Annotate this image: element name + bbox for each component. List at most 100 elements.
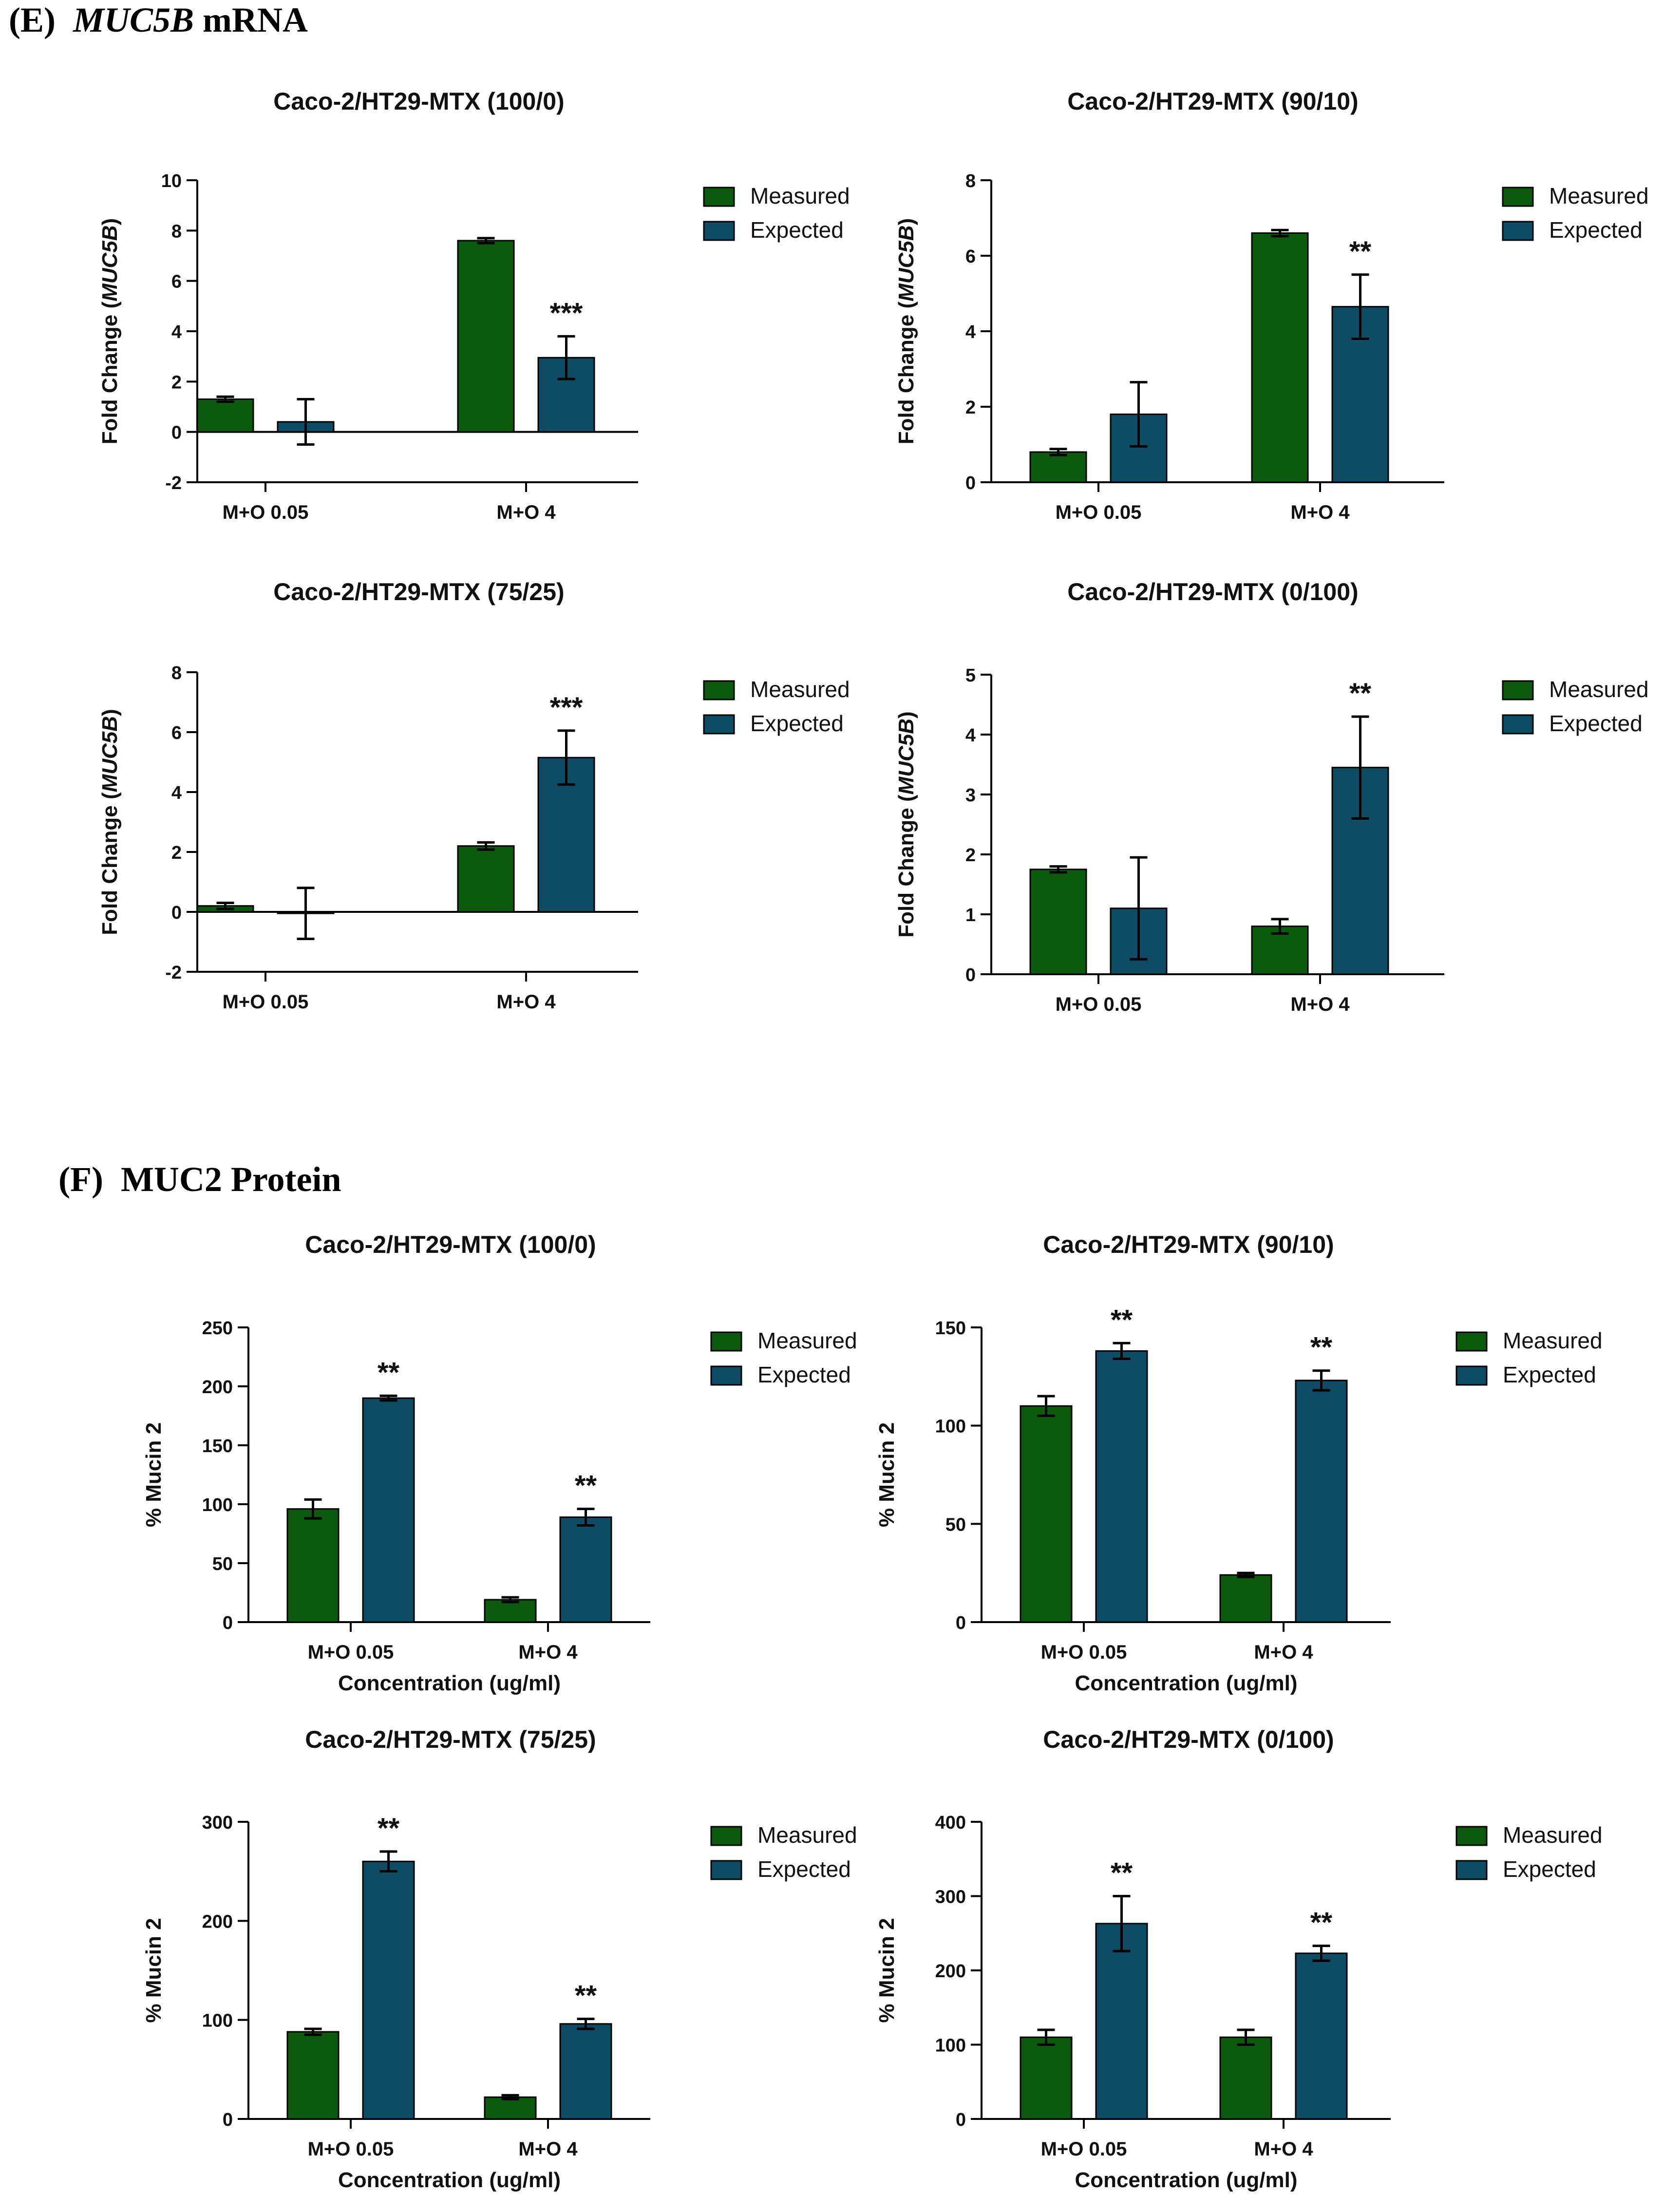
chart-title: Caco-2/HT29-MTX (0/100) bbox=[1043, 1726, 1334, 1753]
x-tick-label: M+O 4 bbox=[1290, 994, 1350, 1015]
section-e-heading: (E) MUC5B mRNA bbox=[9, 0, 308, 40]
y-axis-label: % Mucin 2 bbox=[142, 1918, 166, 2023]
x-tick-label: M+O 4 bbox=[1290, 502, 1350, 523]
y-tick-label: 4 bbox=[171, 783, 182, 803]
bar-expected-2 bbox=[559, 1516, 612, 1623]
significance-marker: ** bbox=[1349, 678, 1372, 709]
legend-swatch-expected bbox=[1455, 1860, 1488, 1880]
bar-expected-2 bbox=[1295, 1380, 1348, 1623]
y-tick-label: 100 bbox=[935, 1417, 966, 1437]
chart-panel-6: Caco-2/HT29-MTX (90/10) 0 50 100 150 M+O 0.05… bbox=[875, 1231, 1603, 1695]
bar-measured-2 bbox=[457, 240, 515, 433]
y-axis-label-prefix: % Mucin 2 bbox=[875, 1918, 899, 2023]
y-tick-label: 50 bbox=[945, 1514, 966, 1535]
significance-marker: ** bbox=[1111, 1857, 1133, 1889]
y-tick-label: 300 bbox=[202, 1813, 233, 1833]
y-tick-label: 2 bbox=[965, 397, 976, 418]
y-tick-label: 300 bbox=[935, 1887, 966, 1908]
y-tick-label: 6 bbox=[965, 246, 976, 267]
y-tick-label: 8 bbox=[171, 663, 182, 683]
bar-expected-2 bbox=[1295, 1952, 1348, 2120]
y-tick-label: 4 bbox=[965, 322, 976, 342]
x-tick-label: M+O 0.05 bbox=[1056, 502, 1142, 523]
legend-swatch-expected bbox=[1502, 221, 1534, 241]
chart-panel-2: Caco-2/HT29-MTX (90/10) 0 2 4 6 8 M+O 0.05 M+O … bbox=[894, 88, 1649, 523]
y-tick-label: 100 bbox=[935, 2036, 966, 2056]
x-tick-label: M+O 0.05 bbox=[1041, 2138, 1127, 2160]
bar-measured-1 bbox=[196, 398, 254, 433]
x-tick-label: M+O 0.05 bbox=[1041, 1642, 1127, 1663]
x-axis-label: Concentration (ug/ml) bbox=[338, 1671, 561, 1695]
y-tick-label: 1 bbox=[965, 905, 976, 926]
x-tick-label: M+O 4 bbox=[496, 991, 556, 1013]
y-tick-label: 200 bbox=[202, 1911, 233, 1932]
legend-label-expected: Expected bbox=[757, 1362, 851, 1387]
significance-marker: ** bbox=[1310, 1332, 1333, 1363]
x-axis-label: Concentration (ug/ml) bbox=[1075, 1671, 1297, 1695]
chart-panel-8: Caco-2/HT29-MTX (0/100) 0 100 200 300 400 M+O … bbox=[875, 1726, 1603, 2192]
x-tick-label: M+O 4 bbox=[1254, 1642, 1313, 1663]
chart-panel-7: Caco-2/HT29-MTX (75/25) 0 100 200 300 M+O 0.0… bbox=[142, 1726, 857, 2192]
legend-label-measured: Measured bbox=[1503, 1328, 1603, 1353]
y-tick-label: 6 bbox=[171, 272, 182, 292]
y-tick-label: 200 bbox=[935, 1961, 966, 1982]
y-axis-label: % Mucin 2 bbox=[875, 1918, 899, 2023]
legend-swatch-measured bbox=[710, 1331, 742, 1352]
y-axis-label-prefix: Fold Change ( bbox=[98, 302, 122, 445]
chart-panel-1: Caco-2/HT29-MTX (100/0) -2 0 2 4 6 8 10 M+O 0.05… bbox=[98, 88, 850, 523]
legend-label-measured: Measured bbox=[750, 183, 850, 208]
y-tick-label: 200 bbox=[202, 1377, 233, 1398]
significance-marker: ** bbox=[378, 1357, 400, 1388]
y-tick-label: 8 bbox=[965, 171, 976, 191]
legend-swatch-expected bbox=[703, 714, 735, 735]
legend-label-expected: Expected bbox=[1503, 1362, 1596, 1387]
y-tick-label: 0 bbox=[223, 1613, 233, 1633]
legend-label-expected: Expected bbox=[1503, 1856, 1596, 1882]
y-axis-label-suffix: ) bbox=[894, 218, 918, 226]
y-tick-label: 0 bbox=[171, 423, 182, 443]
y-tick-label: 0 bbox=[965, 965, 976, 985]
bar-expected-1 bbox=[1095, 1923, 1148, 2120]
x-axis-label: Concentration (ug/ml) bbox=[338, 2168, 561, 2192]
legend-label-expected: Expected bbox=[1549, 217, 1643, 243]
x-tick-label: M+O 4 bbox=[496, 502, 556, 523]
y-axis-label: % Mucin 2 bbox=[875, 1422, 899, 1527]
legend-swatch-expected bbox=[703, 221, 735, 241]
chart-title: Caco-2/HT29-MTX (75/25) bbox=[305, 1726, 596, 1753]
bar-measured-2 bbox=[484, 2096, 537, 2120]
x-tick-label: M+O 0.05 bbox=[308, 2138, 394, 2160]
chart-title: Caco-2/HT29-MTX (100/0) bbox=[305, 1231, 596, 1258]
bar-expected-1 bbox=[362, 1397, 415, 1623]
y-tick-label: 2 bbox=[171, 372, 182, 393]
section-e-suffix: mRNA bbox=[203, 0, 308, 39]
chart-panel-3: Caco-2/HT29-MTX (75/25) -2 0 2 4 6 8 M+O 0.05 M+… bbox=[98, 578, 850, 1013]
x-tick-label: M+O 4 bbox=[518, 1642, 578, 1663]
legend-label-expected: Expected bbox=[750, 711, 844, 736]
legend-swatch-measured bbox=[1502, 680, 1534, 700]
section-e-gene: MUC5B bbox=[73, 0, 194, 39]
legend-swatch-expected bbox=[1502, 714, 1534, 735]
y-axis-label-prefix: Fold Change ( bbox=[894, 302, 918, 445]
y-tick-label: 3 bbox=[965, 785, 976, 806]
significance-marker: *** bbox=[550, 692, 583, 723]
bar-measured-1 bbox=[1029, 869, 1087, 975]
x-tick-label: M+O 4 bbox=[1254, 2138, 1313, 2160]
x-tick-label: M+O 0.05 bbox=[223, 502, 309, 523]
y-tick-label: 0 bbox=[965, 473, 976, 493]
bar-expected-1 bbox=[1095, 1350, 1148, 1623]
legend-label-expected: Expected bbox=[750, 217, 844, 243]
legend-swatch-measured bbox=[703, 187, 735, 207]
x-axis-label: Concentration (ug/ml) bbox=[1075, 2168, 1297, 2192]
y-tick-label: 150 bbox=[935, 1318, 966, 1339]
y-tick-label: -2 bbox=[165, 963, 182, 983]
y-axis-label-gene: MUC5B bbox=[98, 716, 122, 792]
significance-marker: *** bbox=[550, 297, 583, 329]
y-tick-label: 6 bbox=[171, 723, 182, 743]
y-axis-label-gene: MUC5B bbox=[894, 718, 918, 794]
significance-marker: ** bbox=[1111, 1304, 1133, 1336]
y-axis-label-prefix: % Mucin 2 bbox=[142, 1918, 166, 2023]
legend-label-measured: Measured bbox=[1549, 677, 1649, 702]
legend-swatch-measured bbox=[710, 1826, 742, 1846]
bar-measured-2 bbox=[1251, 232, 1309, 483]
